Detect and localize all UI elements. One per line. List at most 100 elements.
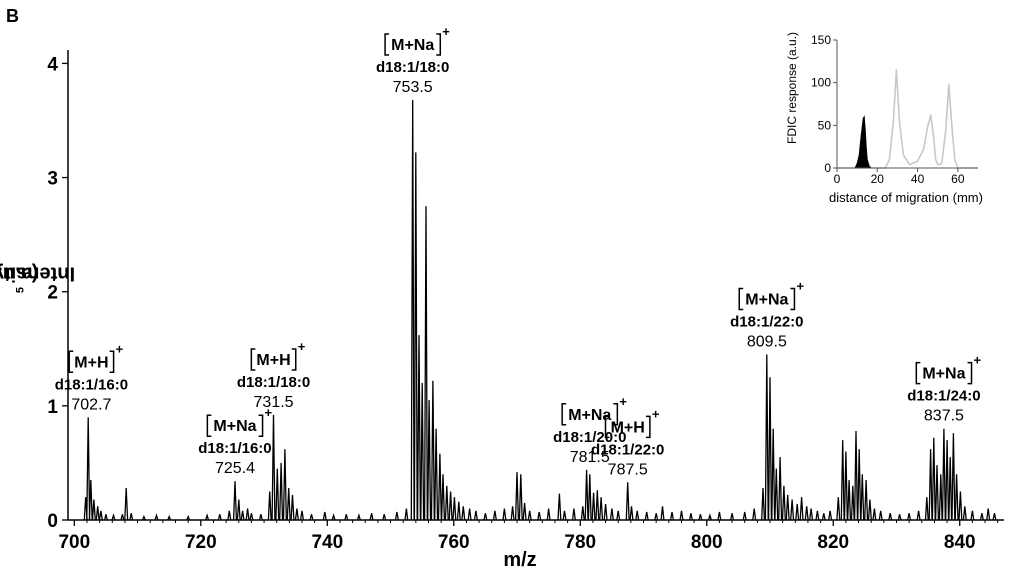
- spectrum-peak: [420, 382, 425, 521]
- spectrum-peak: [404, 508, 409, 521]
- spectrum-peak: [331, 513, 336, 521]
- spectrum-peak: [698, 514, 703, 521]
- annotation-lipid: d18:1/16:0: [55, 376, 128, 393]
- annotation-bracket-left: [604, 415, 610, 439]
- inset-y-tick-label: 0: [824, 161, 831, 175]
- spectrum-peak: [847, 479, 852, 521]
- spectrum-peak: [872, 508, 877, 521]
- main-y-tick-label: 1: [47, 397, 58, 418]
- annotation-ion: M+Na: [391, 37, 434, 54]
- peak-annotations: 702.7 d18:1/16:0 M+H +725.4 d18:1/16:0 M+Na +7…: [55, 24, 982, 478]
- main-y-tick-label: 3: [47, 169, 58, 190]
- peak-annotation: 781.5 d18:1/20:0 M+Na +: [553, 394, 627, 466]
- spectrum-peak: [752, 508, 757, 521]
- main-x-tick-label: 780: [564, 532, 596, 553]
- spectrum-peak: [840, 440, 845, 521]
- spectrum-peak: [232, 481, 238, 521]
- annotation-charge: +: [652, 406, 660, 421]
- spectrum-peak: [95, 506, 100, 521]
- annotation-lipid: d18:1/22:0: [730, 313, 803, 330]
- spectrum-peak: [275, 468, 280, 521]
- spectrum-peak: [309, 514, 314, 521]
- spectrum-peak: [867, 499, 872, 521]
- annotation-ion: M+Na: [568, 407, 611, 424]
- spectrum-peak: [595, 490, 600, 521]
- spectrum-peak: [742, 511, 747, 521]
- main-y-tick-label: 2: [47, 283, 58, 304]
- mass-spectrum-chart: 0 1 2 3 4 700 720 740 760 780 800 820 840 702.7 d18:1…: [47, 24, 1004, 571]
- spectrum-peak: [945, 440, 950, 521]
- spectrum-peak: [571, 508, 576, 521]
- annotation-bracket-left: [915, 361, 921, 385]
- spectrum-peak: [394, 511, 399, 521]
- inset-x-axis-label: distance of migration (mm): [829, 190, 983, 205]
- spectrum-peak: [924, 497, 929, 521]
- spectrum-peak: [790, 499, 795, 521]
- spectrum-peak: [279, 462, 284, 521]
- spectrum-peak: [290, 494, 295, 521]
- annotation-bracket-right: [258, 414, 264, 437]
- inset-x-tick-label: 20: [871, 172, 885, 186]
- inset-trace: [837, 69, 978, 169]
- main-y-tick-label: 4: [47, 54, 58, 75]
- spectrum-peak: [258, 514, 263, 521]
- spectrum-peak: [249, 513, 254, 521]
- spectrum-peak: [654, 513, 659, 521]
- spectrum-peak: [546, 508, 551, 521]
- spectrum-peak: [423, 206, 428, 521]
- annotation-ion: M+Na: [745, 291, 788, 308]
- spectrum-peak: [514, 472, 520, 521]
- spectrum-peak: [271, 414, 276, 521]
- spectrum-peak: [928, 449, 933, 521]
- spectrum-peak: [294, 508, 299, 521]
- annotation-ion: M+H: [611, 419, 645, 436]
- spectrum-peak: [236, 499, 241, 521]
- spectrum-peak: [603, 503, 608, 521]
- peak-annotation: 725.4 d18:1/16:0 M+Na +: [198, 405, 272, 477]
- spectrum-peak: [625, 482, 630, 521]
- inset-x-tick-label: 0: [834, 172, 841, 186]
- annotation-bracket-right: [967, 361, 973, 385]
- spectrum-peak: [124, 487, 129, 521]
- spectrum-peak: [527, 510, 532, 521]
- spectrum-peak: [948, 457, 953, 521]
- peak-annotation: 753.5 d18:1/18:0 M+Na +: [376, 24, 450, 96]
- spectrum-peak: [456, 501, 461, 521]
- spectrum-peak: [562, 510, 567, 521]
- annotation-charge: +: [974, 353, 982, 368]
- spectrum-peak: [103, 514, 108, 521]
- spectrum-peak: [888, 513, 893, 521]
- spectrum-peak: [635, 510, 640, 521]
- spectrum-peak: [452, 497, 457, 521]
- spectrum-peak: [580, 506, 585, 521]
- spectrum-peak: [836, 497, 841, 521]
- annotation-bracket-left: [738, 287, 744, 311]
- spectrum-peak: [510, 506, 515, 521]
- spectrum-peak: [473, 510, 478, 521]
- annotation-lipid: d18:1/18:0: [237, 374, 310, 391]
- panel-label: B: [6, 6, 19, 26]
- spectrum-peak: [299, 510, 305, 521]
- spectrum-peak: [416, 335, 422, 521]
- spectrum-peak: [599, 497, 604, 521]
- inset-y-axis-label: FDIC response (a.u.): [785, 32, 799, 144]
- spectrum-peak: [369, 513, 374, 521]
- annotation-charge: +: [442, 24, 450, 39]
- inset-x-tick-label: 40: [911, 172, 925, 186]
- spectrum-peak: [821, 513, 826, 521]
- annotation-bracket-right: [645, 415, 651, 439]
- spectrum-peak: [864, 479, 869, 521]
- spectrum-peak: [227, 510, 232, 521]
- spectrum-peak: [934, 465, 940, 521]
- spectrum-peak: [587, 474, 592, 521]
- spectrum-peak: [434, 428, 439, 521]
- inset-y-tick-label: 150: [811, 33, 831, 47]
- spectrum-peak: [86, 417, 91, 521]
- spectrum-peak: [857, 449, 862, 521]
- spectrum-peak: [804, 506, 809, 521]
- main-x-tick-label: 720: [185, 532, 217, 553]
- spectrum-peak: [461, 506, 466, 521]
- spectrum-peak: [730, 513, 735, 521]
- spectrum-peak: [427, 400, 432, 521]
- spectrum-peak: [951, 433, 956, 521]
